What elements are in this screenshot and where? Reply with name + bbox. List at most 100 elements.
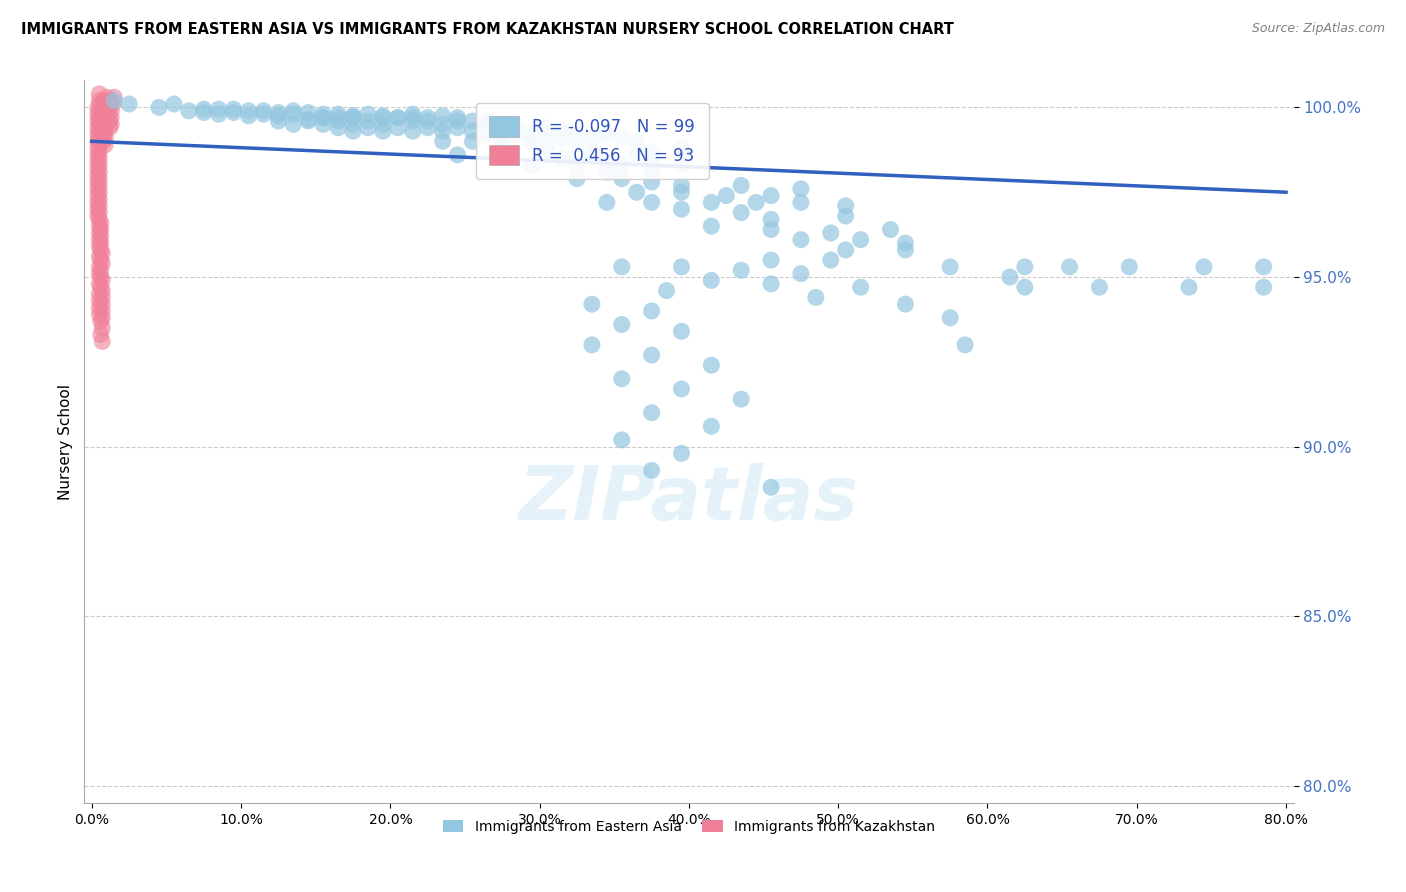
Point bbox=[640, 195, 662, 210]
Point bbox=[297, 105, 319, 120]
Point bbox=[89, 293, 111, 308]
Point bbox=[90, 222, 112, 236]
Point bbox=[879, 222, 901, 236]
Point bbox=[640, 304, 662, 318]
Point bbox=[91, 256, 114, 270]
Point bbox=[283, 103, 305, 118]
Point bbox=[91, 290, 114, 304]
Point bbox=[730, 205, 752, 219]
Point bbox=[1192, 260, 1215, 274]
Point bbox=[89, 307, 111, 321]
Point bbox=[326, 107, 349, 121]
Point bbox=[89, 124, 111, 138]
Point bbox=[610, 372, 633, 386]
Point bbox=[103, 90, 125, 104]
Point bbox=[90, 97, 112, 112]
Point bbox=[89, 219, 111, 234]
Point bbox=[745, 195, 768, 210]
Point bbox=[610, 260, 633, 274]
Point bbox=[89, 158, 111, 172]
Point bbox=[640, 165, 662, 179]
Point bbox=[89, 103, 111, 118]
Point bbox=[326, 120, 349, 135]
Point bbox=[96, 97, 118, 112]
Point bbox=[834, 243, 856, 257]
Point bbox=[581, 131, 603, 145]
Text: IMMIGRANTS FROM EASTERN ASIA VS IMMIGRANTS FROM KAZAKHSTAN NURSERY SCHOOL CORREL: IMMIGRANTS FROM EASTERN ASIA VS IMMIGRAN… bbox=[21, 22, 953, 37]
Point bbox=[1178, 280, 1201, 294]
Point bbox=[90, 270, 112, 285]
Point bbox=[208, 107, 231, 121]
Point bbox=[387, 111, 409, 125]
Point bbox=[939, 260, 962, 274]
Point bbox=[491, 124, 513, 138]
Point bbox=[94, 137, 117, 152]
Point bbox=[208, 102, 231, 116]
Point bbox=[90, 236, 112, 251]
Point bbox=[94, 131, 117, 145]
Point bbox=[1014, 260, 1036, 274]
Point bbox=[89, 212, 111, 227]
Point bbox=[312, 107, 335, 121]
Y-axis label: Nursery School: Nursery School bbox=[58, 384, 73, 500]
Point bbox=[491, 141, 513, 155]
Point bbox=[596, 128, 619, 142]
Point bbox=[326, 114, 349, 128]
Point bbox=[90, 327, 112, 342]
Point bbox=[536, 141, 558, 155]
Point bbox=[700, 419, 723, 434]
Point bbox=[96, 90, 118, 104]
Point bbox=[581, 338, 603, 352]
Point bbox=[87, 154, 110, 169]
Point bbox=[89, 250, 111, 264]
Point bbox=[402, 107, 425, 121]
Point bbox=[804, 290, 827, 304]
Point bbox=[342, 124, 364, 138]
Point bbox=[551, 151, 574, 165]
Point bbox=[387, 111, 409, 125]
Point bbox=[1088, 280, 1111, 294]
Point bbox=[312, 111, 335, 125]
Point bbox=[87, 182, 110, 196]
Point bbox=[89, 185, 111, 199]
Point bbox=[94, 124, 117, 138]
Point bbox=[536, 120, 558, 135]
Point bbox=[790, 267, 813, 281]
Point bbox=[506, 120, 529, 135]
Point bbox=[939, 310, 962, 325]
Point bbox=[371, 109, 394, 123]
Text: Source: ZipAtlas.com: Source: ZipAtlas.com bbox=[1251, 22, 1385, 36]
Point bbox=[90, 314, 112, 328]
Point bbox=[894, 236, 917, 251]
Point bbox=[222, 102, 245, 116]
Point bbox=[477, 114, 499, 128]
Point bbox=[87, 114, 110, 128]
Point bbox=[89, 301, 111, 315]
Point bbox=[849, 233, 872, 247]
Point bbox=[90, 243, 112, 257]
Point bbox=[371, 111, 394, 125]
Point bbox=[671, 178, 693, 193]
Point bbox=[626, 148, 648, 162]
Point bbox=[671, 382, 693, 396]
Point bbox=[565, 128, 588, 142]
Point bbox=[1059, 260, 1081, 274]
Point bbox=[1253, 260, 1275, 274]
Point bbox=[432, 124, 454, 138]
Point bbox=[93, 120, 115, 135]
Point bbox=[894, 297, 917, 311]
Point bbox=[402, 111, 425, 125]
Point bbox=[193, 105, 215, 120]
Point bbox=[87, 209, 110, 223]
Point bbox=[671, 324, 693, 338]
Point bbox=[536, 128, 558, 142]
Point bbox=[432, 117, 454, 131]
Point bbox=[148, 100, 170, 114]
Point bbox=[87, 141, 110, 155]
Point bbox=[596, 165, 619, 179]
Point bbox=[759, 480, 782, 494]
Point bbox=[700, 195, 723, 210]
Point bbox=[446, 114, 468, 128]
Legend: Immigrants from Eastern Asia, Immigrants from Kazakhstan: Immigrants from Eastern Asia, Immigrants… bbox=[437, 814, 941, 839]
Point bbox=[93, 94, 115, 108]
